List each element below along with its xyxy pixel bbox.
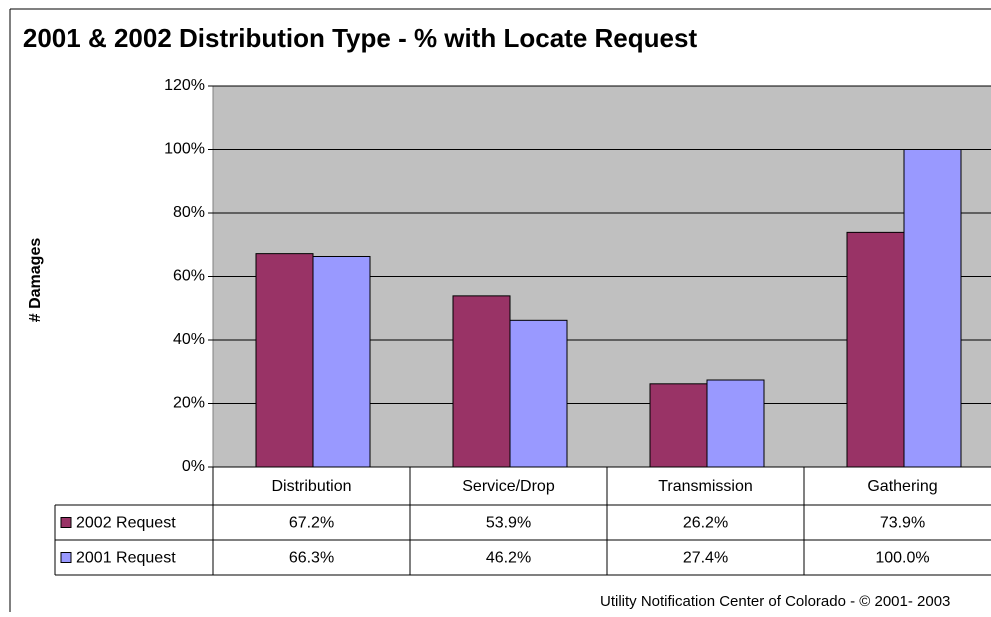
y-tick-label: 120% xyxy=(164,77,205,94)
table-value: 27.4% xyxy=(683,550,728,567)
y-tick-label: 60% xyxy=(173,268,205,285)
y-tick-label: 100% xyxy=(164,141,205,158)
table-value: 73.9% xyxy=(880,515,925,532)
footer: Utility Notification Center of Colorado … xyxy=(600,593,950,610)
legend-label: 2002 Request xyxy=(76,515,176,532)
table-value: 26.2% xyxy=(683,515,728,532)
legend-swatch xyxy=(60,517,72,528)
bar xyxy=(903,149,962,468)
table-value: 100.0% xyxy=(875,550,929,567)
bar xyxy=(706,379,765,468)
table-value: 66.3% xyxy=(289,550,334,567)
bar xyxy=(649,383,708,468)
bar xyxy=(312,255,371,468)
x-tick-label: Distribution xyxy=(271,478,351,495)
bar xyxy=(452,295,511,468)
x-tick-label: Service/Drop xyxy=(462,478,555,495)
y-tick-label: 80% xyxy=(173,204,205,221)
legend-label: 2001 Request xyxy=(76,550,176,567)
y-tick-label: 0% xyxy=(182,458,205,475)
y-tick-label: 40% xyxy=(173,331,205,348)
y-axis-label: # Damages xyxy=(27,238,44,323)
bar xyxy=(255,253,314,468)
bar xyxy=(846,231,905,468)
legend-swatch xyxy=(60,552,72,563)
x-tick-label: Gathering xyxy=(867,478,937,495)
bar xyxy=(509,319,568,468)
x-tick-label: Transmission xyxy=(658,478,753,495)
chart-title: 2001 & 2002 Distribution Type - % with L… xyxy=(22,23,698,53)
table-value: 46.2% xyxy=(486,550,531,567)
table-value: 67.2% xyxy=(289,515,334,532)
table-value: 53.9% xyxy=(486,515,531,532)
y-tick-label: 20% xyxy=(173,395,205,412)
